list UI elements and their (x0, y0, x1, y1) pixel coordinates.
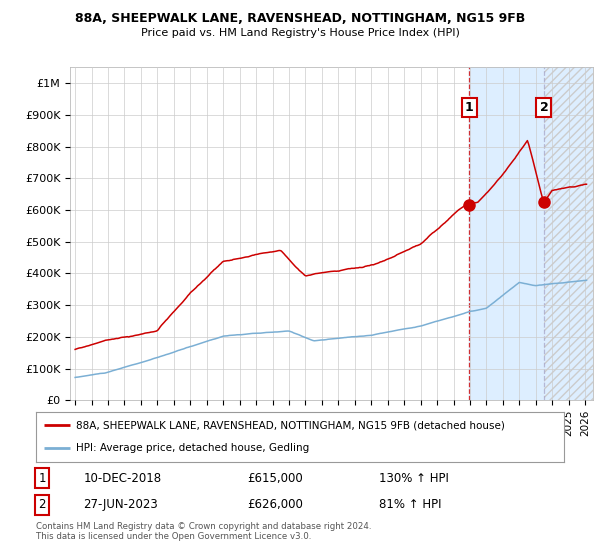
Text: 88A, SHEEPWALK LANE, RAVENSHEAD, NOTTINGHAM, NG15 9FB (detached house): 88A, SHEEPWALK LANE, RAVENSHEAD, NOTTING… (76, 420, 505, 430)
Text: Price paid vs. HM Land Registry's House Price Index (HPI): Price paid vs. HM Land Registry's House … (140, 28, 460, 38)
Text: £615,000: £615,000 (247, 472, 303, 484)
Text: 10-DEC-2018: 10-DEC-2018 (83, 472, 161, 484)
Bar (469, 67, 593, 400)
Text: 2: 2 (38, 498, 46, 511)
Text: 130% ↑ HPI: 130% ↑ HPI (379, 472, 449, 484)
Text: 88A, SHEEPWALK LANE, RAVENSHEAD, NOTTINGHAM, NG15 9FB: 88A, SHEEPWALK LANE, RAVENSHEAD, NOTTING… (75, 12, 525, 25)
Text: 81% ↑ HPI: 81% ↑ HPI (379, 498, 442, 511)
Text: Contains HM Land Registry data © Crown copyright and database right 2024.
This d: Contains HM Land Registry data © Crown c… (36, 522, 371, 542)
Text: 27-JUN-2023: 27-JUN-2023 (83, 498, 158, 511)
Text: 1: 1 (38, 472, 46, 484)
Text: 2: 2 (539, 101, 548, 114)
Bar (544, 67, 593, 400)
Text: £626,000: £626,000 (247, 498, 303, 511)
Text: 1: 1 (464, 101, 473, 114)
Bar (544, 67, 593, 400)
Text: HPI: Average price, detached house, Gedling: HPI: Average price, detached house, Gedl… (76, 444, 309, 454)
